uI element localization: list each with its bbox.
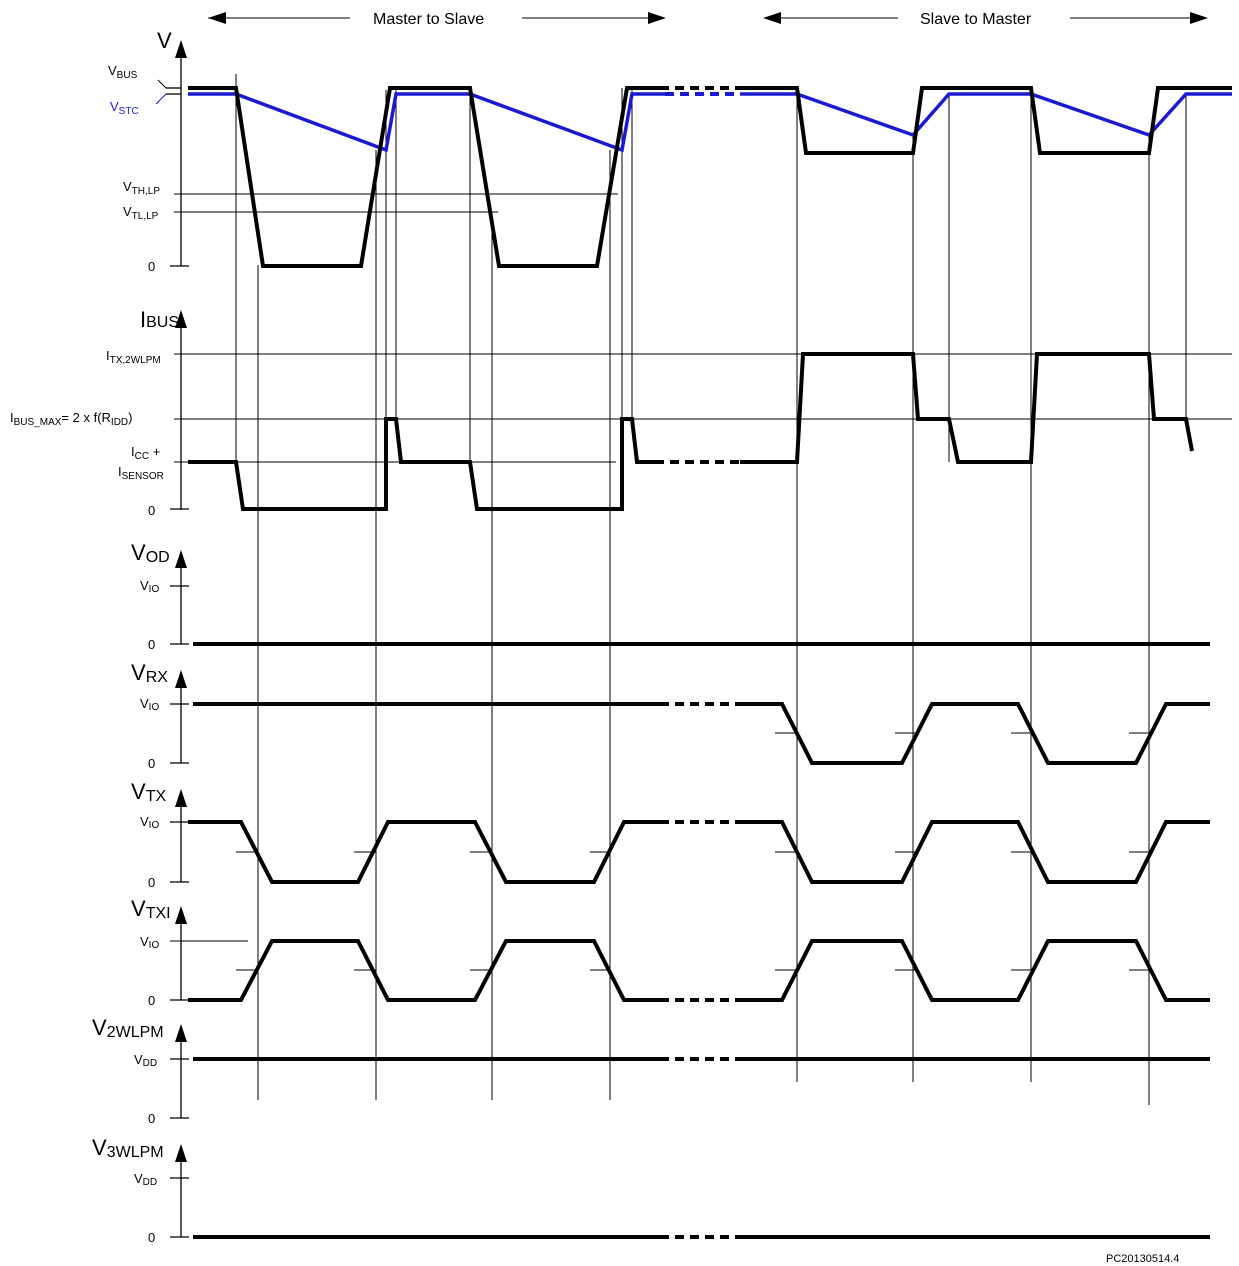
vtx-trace bbox=[188, 820, 660, 884]
figure-id: PC20130514.4 bbox=[1106, 1253, 1179, 1265]
v3wlpm-axis-label: V3WLPM bbox=[92, 1135, 164, 1161]
vbus-trace bbox=[188, 86, 660, 268]
vod-level-label: VIO bbox=[140, 578, 159, 595]
panel-v: V VBUS VSTC VTH,LP VTL,LP 0 bbox=[108, 28, 1232, 274]
direction-header: Master to Slave Slave to Master bbox=[208, 11, 1208, 28]
v2wlpm-zero-label: 0 bbox=[148, 1111, 155, 1126]
ibus-trace bbox=[188, 417, 655, 511]
vtxi-trace bbox=[188, 939, 660, 1002]
vtx-zero-label: 0 bbox=[148, 875, 155, 890]
panel-vrx: VRX VIO 0 bbox=[131, 660, 1210, 771]
panel-v3wlpm: V3WLPM VDD 0 bbox=[92, 1135, 1210, 1245]
vrx-zero-label: 0 bbox=[148, 756, 155, 771]
panel-ibus: IBUS ITX,2WLPM IBUS_MAX= 2 x f(RIDD) ICC… bbox=[10, 307, 1232, 518]
panel-vtx: VTX VIO 0 bbox=[131, 779, 1210, 890]
panel-vod: VOD VIO 0 bbox=[131, 540, 1210, 652]
panel-vtxi: VTXI VIO 0 bbox=[131, 896, 1210, 1008]
v-zero-label: 0 bbox=[148, 259, 155, 274]
vstc-label: VSTC bbox=[110, 99, 139, 117]
vod-axis-label: VOD bbox=[131, 540, 170, 566]
vtl-lp-label: VTL,LP bbox=[123, 204, 159, 222]
vtx-level-label: VIO bbox=[140, 814, 159, 831]
vtxi-zero-label: 0 bbox=[148, 993, 155, 1008]
vbus-label: VBUS bbox=[108, 63, 138, 81]
vod-zero-label: 0 bbox=[148, 637, 155, 652]
master-to-slave-label: Master to Slave bbox=[373, 11, 484, 28]
vtx-axis-label: VTX bbox=[131, 779, 166, 805]
ibus-max-label: IBUS_MAX= 2 x f(RIDD) bbox=[10, 410, 133, 428]
itx-2wlpm-label: ITX,2WLPM bbox=[106, 348, 161, 366]
v3wlpm-zero-label: 0 bbox=[148, 1230, 155, 1245]
isensor-label: ISENSOR bbox=[118, 464, 164, 482]
vrx-axis-label: VRX bbox=[131, 660, 168, 686]
v2wlpm-axis-label: V2WLPM bbox=[92, 1015, 164, 1041]
v3wlpm-level-label: VDD bbox=[134, 1171, 157, 1188]
icc-label: ICC + bbox=[131, 444, 160, 462]
v-axis-label: V bbox=[157, 28, 172, 53]
time-markers bbox=[235, 74, 1187, 1105]
panel-v2wlpm: V2WLPM VDD 0 bbox=[92, 1015, 1210, 1126]
v2wlpm-level-label: VDD bbox=[134, 1052, 157, 1069]
vtxi-axis-label: VTXI bbox=[131, 896, 171, 922]
vstc-trace bbox=[188, 92, 665, 153]
vrx-level-label: VIO bbox=[140, 696, 159, 713]
ibus-zero-label: 0 bbox=[148, 503, 155, 518]
slave-to-master-label: Slave to Master bbox=[920, 11, 1032, 28]
ibus-axis-label: IBUS bbox=[140, 307, 179, 332]
vtxi-level-label: VIO bbox=[140, 934, 159, 951]
vth-lp-label: VTH,LP bbox=[123, 179, 160, 197]
